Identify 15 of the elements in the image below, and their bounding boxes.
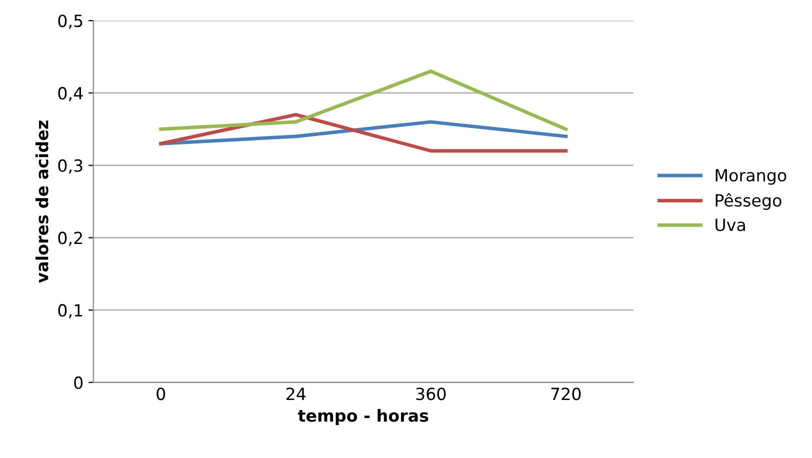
y-axis-title: valores de acidez — [35, 120, 48, 283]
y-tick-label: 0,2 — [58, 232, 82, 246]
legend-label: Morango — [716, 169, 786, 185]
x-tick-label: 24 — [286, 388, 306, 400]
y-tick-label: 0,1 — [58, 304, 82, 318]
y-tick-label: 0,4 — [58, 86, 83, 102]
y-tick-label: 0,5 — [58, 14, 82, 29]
x-tick-label: 360 — [416, 388, 446, 400]
x-tick-label: 0 — [156, 388, 166, 400]
x-tick-label: 720 — [551, 388, 581, 400]
y-tick-label: 0 — [74, 376, 83, 389]
x-axis-title: tempo - horas — [298, 408, 428, 426]
legend-label: Uva — [716, 218, 745, 232]
legend-label: Pêssego — [716, 193, 782, 210]
y-tick-label: 0,3 — [58, 159, 82, 174]
